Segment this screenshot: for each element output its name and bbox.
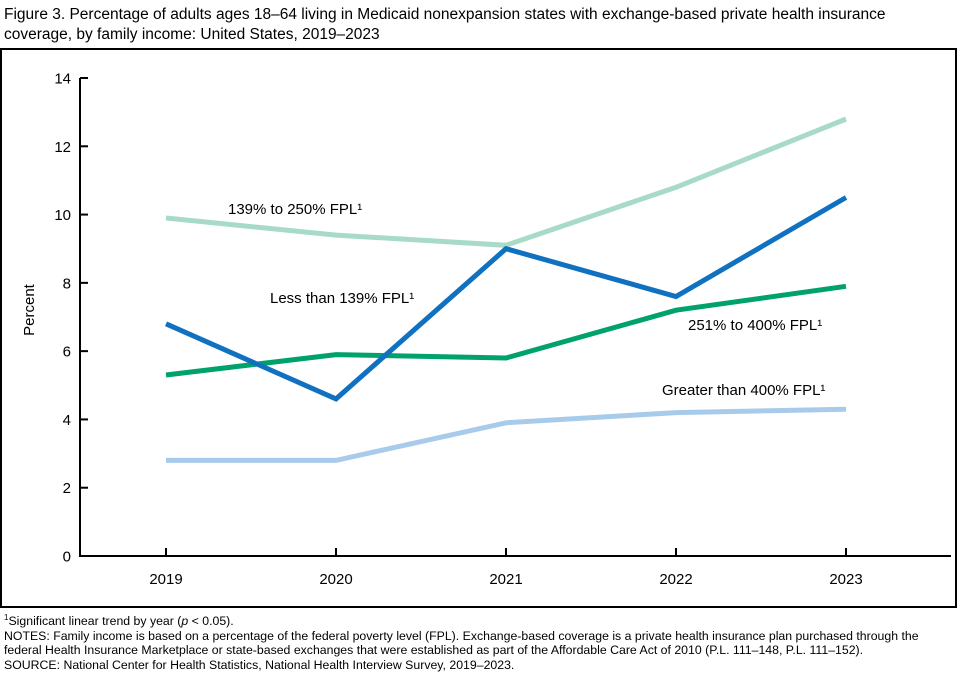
series-label-251-to-400-fpl: 251% to 400% FPL¹ [688, 317, 823, 334]
footnote-superscript: 1 [4, 613, 9, 622]
y-axis-tick-label: 10 [54, 207, 71, 224]
chart-frame [0, 48, 957, 608]
y-axis-tick-label: 0 [63, 549, 71, 566]
x-axis-tick-label: 2021 [489, 571, 522, 588]
series-line-less-than-139-fpl [164, 195, 848, 402]
y-axis-tick-label: 12 [54, 139, 71, 156]
y-axis-tick-label: 8 [63, 275, 71, 292]
footnote-source: SOURCE: National Center for Health Stati… [4, 657, 515, 672]
footnote-notes: NOTES: Family income is based on a perce… [4, 628, 919, 658]
y-axis-tick-label: 6 [63, 344, 71, 361]
axis-lines [79, 78, 951, 557]
x-axis-tick-label: 2020 [319, 571, 352, 588]
series-label-greater-than-400-fpl: Greater than 400% FPL¹ [662, 382, 826, 399]
x-axis-tick-label: 2022 [659, 571, 692, 588]
series-line-139-to-250-fpl [165, 116, 847, 248]
y-axis-tick-label: 14 [54, 71, 71, 88]
x-axis-tick-label: 2019 [149, 571, 182, 588]
figure-title: Figure 3. Percentage of adults ages 18–6… [4, 6, 886, 43]
series-label-139-to-250-fpl: 139% to 250% FPL¹ [228, 201, 363, 218]
x-axis-tick-label: 2023 [829, 571, 862, 588]
series-label-less-than-139-fpl: Less than 139% FPL¹ [270, 290, 415, 307]
series-line-251-to-400-fpl [165, 283, 847, 378]
y-axis-tick-label: 2 [63, 480, 71, 497]
footnotes: 1Significant linear trend by year (p < 0… [4, 613, 956, 673]
series-line-greater-than-400-fpl [166, 406, 847, 463]
y-axis-title: Percent [21, 283, 38, 336]
y-axis-tick-label: 4 [63, 412, 71, 429]
footnote-significance: 1Significant linear trend by year (p < 0… [4, 613, 234, 629]
